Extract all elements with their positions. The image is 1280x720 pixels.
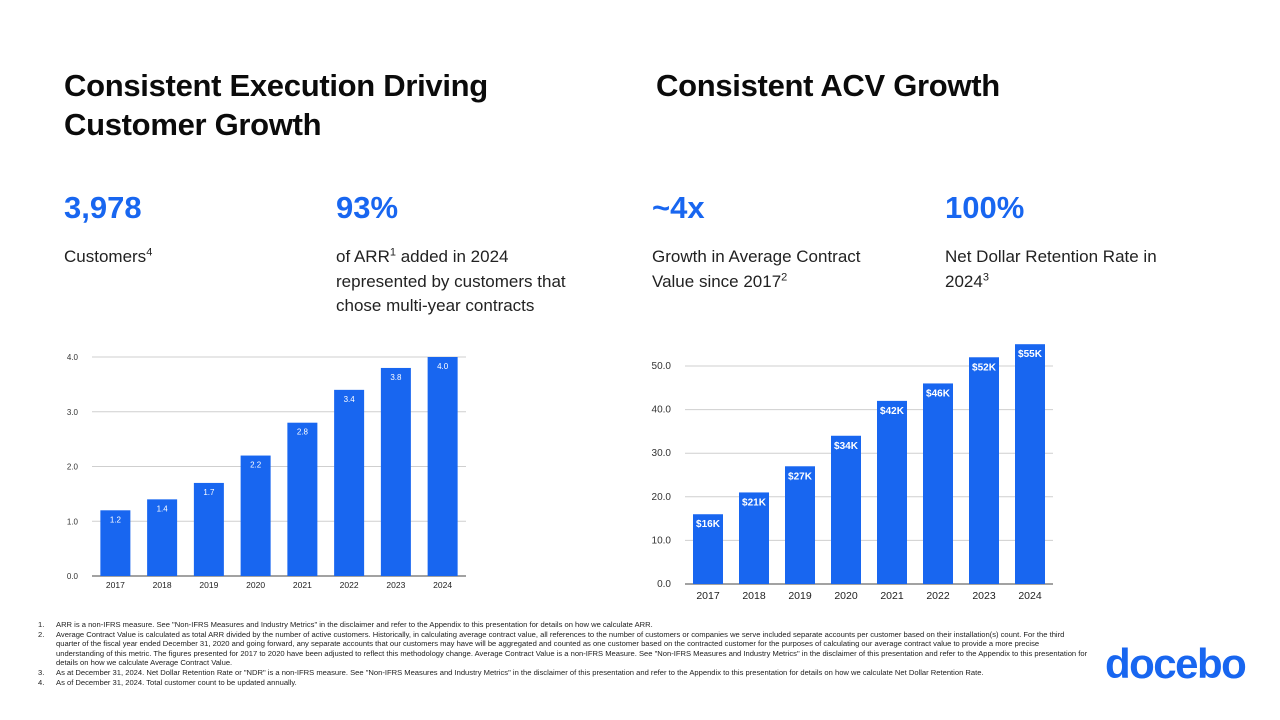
bar [427, 357, 458, 576]
bar-value-label: $42K [880, 406, 905, 417]
x-tick-label: 2018 [742, 590, 766, 602]
x-tick-label: 2022 [926, 590, 950, 602]
bar-value-label: 2.8 [297, 428, 309, 437]
y-tick-label: 50.0 [652, 361, 672, 372]
x-tick-label: 2019 [788, 590, 812, 602]
x-tick-label: 2024 [1018, 590, 1042, 602]
y-tick-label: 20.0 [652, 492, 672, 503]
x-tick-label: 2023 [386, 580, 405, 590]
bar-value-label: $46K [926, 388, 951, 399]
bar-value-label: $21K [742, 497, 767, 508]
bar [334, 389, 365, 576]
bar-value-label: 2.2 [250, 461, 262, 470]
footnotes: 1. ARR is a non-IFRS measure. See "Non-IF… [38, 620, 1088, 687]
bar [969, 357, 999, 584]
bar [785, 466, 815, 584]
bar [100, 510, 131, 576]
bar-value-label: 3.8 [390, 373, 402, 382]
x-tick-label: 2017 [106, 580, 125, 590]
bar-value-label: 4.0 [437, 362, 449, 371]
bar [693, 514, 723, 584]
bar-value-label: $55K [1018, 349, 1043, 360]
bar [739, 492, 769, 584]
x-tick-label: 2022 [340, 580, 359, 590]
footnote: 3. As at December 31, 2024. Net Dollar Re… [38, 667, 984, 677]
acv-growth-chart: 0.0 10.0 20.0 30.0 40.0 50.0 $16K 2017 $21K 2018 $… [652, 344, 1053, 602]
stat-multiyear-value: 93% [336, 190, 399, 225]
stat-customers-value: 3,978 [64, 190, 142, 225]
bar-value-label: 3.4 [344, 395, 356, 404]
y-tick-label: 1.0 [67, 517, 79, 526]
y-tick-label: 0.0 [657, 579, 671, 590]
x-tick-label: 2019 [199, 580, 218, 590]
bar [193, 482, 224, 576]
bar [831, 435, 861, 584]
bar [240, 455, 271, 576]
stat-customers-desc: Customers4 [64, 246, 153, 266]
y-tick-label: 2.0 [67, 463, 79, 472]
x-tick-label: 2020 [834, 590, 858, 602]
footnote: 2. Average Contract Value is calculated a… [38, 629, 1088, 668]
stat-multiyear-desc: of ARR1 added in 2024 represented by cus… [336, 246, 566, 315]
bar [923, 383, 953, 584]
docebo-logo: docebo [1105, 640, 1247, 687]
bar-value-label: $52K [972, 362, 997, 373]
title-acv-growth: Consistent ACV Growth [656, 68, 1000, 103]
x-tick-label: 2018 [153, 580, 172, 590]
stat-ndr-desc: Net Dollar Retention Rate in 20243 [945, 247, 1157, 291]
bar [287, 422, 318, 576]
y-tick-label: 30.0 [652, 448, 672, 459]
y-tick-label: 0.0 [67, 572, 79, 581]
customer-growth-chart: 0.0 1.0 2.0 3.0 4.0 1.2 2017 1.4 2018 1.7 2019 2.2 2… [67, 353, 466, 590]
x-tick-label: 2020 [246, 580, 265, 590]
bar [380, 367, 411, 576]
x-tick-label: 2024 [433, 580, 452, 590]
y-tick-label: 3.0 [67, 408, 79, 417]
bar [147, 499, 178, 576]
footnote: 4. As of December 31, 2024. Total custome… [38, 677, 297, 687]
bar-value-label: 1.2 [110, 515, 122, 524]
bar-value-label: $34K [834, 441, 859, 452]
bar [877, 400, 907, 584]
stat-acv-multiple-desc: Growth in Average Contract Value since 2… [652, 247, 861, 291]
y-tick-label: 4.0 [67, 353, 79, 362]
y-tick-label: 40.0 [652, 405, 672, 416]
y-tick-label: 10.0 [652, 535, 672, 546]
x-tick-label: 2021 [880, 590, 904, 602]
bar [1015, 344, 1045, 584]
x-tick-label: 2021 [293, 580, 312, 590]
x-tick-label: 2023 [972, 590, 996, 602]
x-tick-label: 2017 [696, 590, 720, 602]
bar-value-label: 1.4 [157, 504, 169, 513]
bar-value-label: $27K [788, 471, 813, 482]
bar-value-label: $16K [696, 519, 721, 530]
bar-value-label: 1.7 [203, 488, 215, 497]
title-customer-growth: Consistent Execution Driving Customer Gr… [64, 68, 488, 142]
footnote: 1. ARR is a non-IFRS measure. See "Non-IF… [38, 620, 653, 629]
stat-acv-multiple-value: ~4x [652, 190, 705, 225]
stat-ndr-value: 100% [945, 190, 1025, 225]
